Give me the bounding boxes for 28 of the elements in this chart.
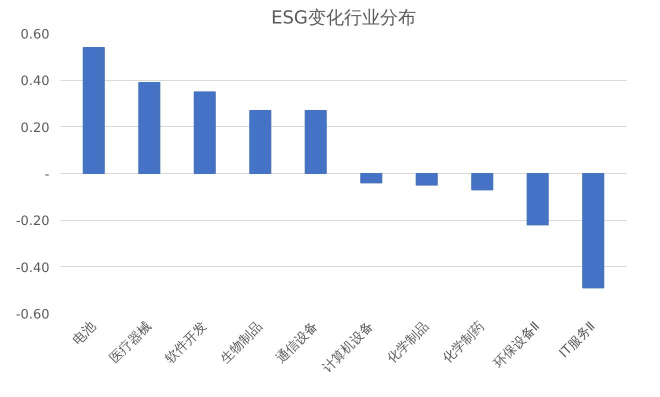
bar bbox=[526, 173, 549, 226]
x-tick-label: 通信设备 bbox=[274, 319, 322, 367]
x-tick-label: 环保设备Ⅱ bbox=[491, 319, 544, 372]
bar bbox=[304, 110, 327, 174]
x-tick-label: 生物制品 bbox=[218, 319, 266, 367]
bar bbox=[249, 110, 272, 174]
y-tick-label: 0.40 bbox=[20, 74, 50, 90]
x-tick-label: 计算机设备 bbox=[320, 319, 377, 376]
y-tick-label: - bbox=[44, 168, 50, 182]
bar bbox=[82, 47, 105, 174]
y-tick-label: -0.60 bbox=[16, 308, 50, 322]
y-tick-label: -0.40 bbox=[16, 260, 50, 276]
x-tick-label: IT服务Ⅱ bbox=[556, 319, 599, 362]
bar bbox=[194, 91, 216, 174]
x-tick-label: 软件开发 bbox=[162, 319, 210, 367]
bar bbox=[138, 82, 160, 174]
x-tick-label: 化学制品 bbox=[384, 319, 432, 367]
x-tick-label: 化学制药 bbox=[440, 319, 488, 367]
y-tick-label: -0.20 bbox=[16, 214, 50, 230]
bar bbox=[582, 173, 604, 288]
bar bbox=[416, 173, 438, 186]
x-tick-label: 电池 bbox=[70, 319, 100, 348]
chart-title: ESG变化行业分布 bbox=[271, 8, 416, 28]
y-tick-label: 0.20 bbox=[20, 120, 50, 136]
bar bbox=[471, 173, 494, 190]
y-tick-label: 0.60 bbox=[20, 28, 50, 42]
x-tick-label: 医疗器械 bbox=[107, 319, 155, 367]
bar bbox=[360, 173, 382, 184]
